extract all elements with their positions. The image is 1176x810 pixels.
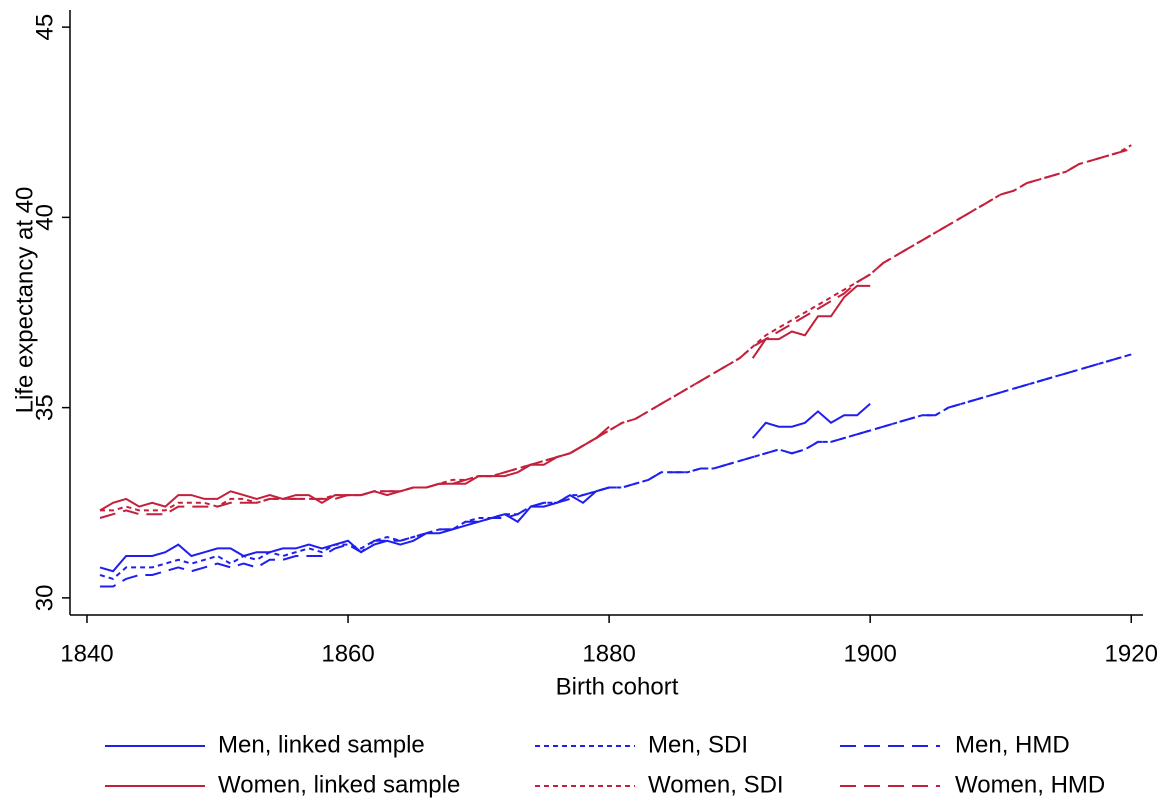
y-tick-label: 40: [31, 204, 58, 231]
x-tick-label: 1860: [321, 640, 374, 667]
y-tick-label: 45: [31, 14, 58, 41]
x-tick-label: 1880: [582, 640, 635, 667]
series-line: [99, 353, 1132, 581]
legend-label: Women, linked sample: [218, 771, 460, 798]
legend-label: Women, SDI: [648, 771, 784, 798]
legend-label: Men, linked sample: [218, 731, 425, 758]
y-tick-label: 35: [31, 394, 58, 421]
series-line: [100, 353, 1132, 588]
series-line: [99, 147, 1132, 519]
series-line: [99, 403, 871, 573]
legend-label: Women, HMD: [955, 771, 1105, 798]
series-line: [100, 144, 1132, 512]
x-axis-title: Birth cohort: [556, 673, 679, 700]
x-tick-label: 1840: [60, 640, 113, 667]
y-axis-title: Life expectancy at 40: [11, 187, 38, 414]
x-tick-label: 1920: [1105, 640, 1158, 667]
legend-label: Men, SDI: [648, 731, 748, 758]
y-tick-label: 30: [31, 585, 58, 612]
legend-label: Men, HMD: [955, 731, 1070, 758]
x-tick-label: 1900: [843, 640, 896, 667]
